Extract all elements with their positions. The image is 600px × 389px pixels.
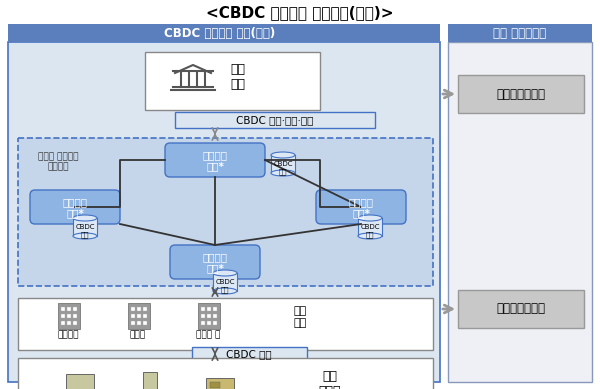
Bar bbox=[137, 321, 141, 325]
Ellipse shape bbox=[73, 233, 97, 239]
Text: CBDC
원장: CBDC 원장 bbox=[75, 224, 95, 238]
Text: 민간기관: 민간기관 bbox=[203, 252, 227, 262]
Text: 노드*: 노드* bbox=[206, 161, 224, 171]
Bar bbox=[175, 112, 375, 128]
FancyBboxPatch shape bbox=[30, 190, 120, 224]
Text: 노드*: 노드* bbox=[352, 208, 370, 218]
Bar bbox=[207, 307, 211, 311]
Bar bbox=[67, 314, 71, 318]
Bar bbox=[201, 321, 205, 325]
Bar bbox=[201, 314, 205, 318]
Bar bbox=[206, 378, 234, 389]
Text: 민간기관: 민간기관 bbox=[62, 197, 88, 207]
Ellipse shape bbox=[213, 288, 237, 294]
Text: <CBDC 실험환경 설계방안(예시)>: <CBDC 실험환경 설계방안(예시)> bbox=[206, 5, 394, 21]
Bar bbox=[61, 321, 65, 325]
Bar bbox=[207, 321, 211, 325]
Bar bbox=[358, 218, 382, 236]
Bar bbox=[213, 321, 217, 325]
Bar bbox=[145, 52, 320, 110]
Text: 노드*: 노드* bbox=[206, 263, 224, 273]
Text: 핀테크 등: 핀테크 등 bbox=[196, 331, 220, 340]
Bar bbox=[131, 321, 135, 325]
Bar bbox=[201, 307, 205, 311]
Bar bbox=[143, 314, 147, 318]
Ellipse shape bbox=[271, 152, 295, 158]
Bar bbox=[67, 307, 71, 311]
Bar bbox=[271, 155, 295, 173]
FancyBboxPatch shape bbox=[165, 143, 265, 177]
Bar bbox=[18, 138, 433, 286]
Bar bbox=[61, 314, 65, 318]
Text: 민간기관: 민간기관 bbox=[349, 197, 373, 207]
Bar bbox=[128, 303, 150, 329]
Bar bbox=[207, 314, 211, 318]
Bar bbox=[213, 273, 237, 291]
Bar bbox=[458, 290, 584, 328]
Bar bbox=[73, 307, 77, 311]
Text: 금융기관: 금융기관 bbox=[57, 331, 79, 340]
Bar bbox=[66, 374, 94, 389]
Bar bbox=[143, 307, 147, 311]
Bar bbox=[8, 24, 440, 42]
Bar bbox=[8, 42, 440, 382]
Text: 소액결제시스템: 소액결제시스템 bbox=[497, 303, 545, 315]
Bar bbox=[131, 307, 135, 311]
Bar bbox=[143, 321, 147, 325]
Text: 민간
기관: 민간 기관 bbox=[293, 306, 307, 328]
FancyBboxPatch shape bbox=[170, 245, 260, 279]
Bar bbox=[213, 314, 217, 318]
Text: 허가형 분산원장
네트워크: 허가형 분산원장 네트워크 bbox=[38, 152, 78, 172]
Ellipse shape bbox=[73, 215, 97, 221]
Ellipse shape bbox=[213, 270, 237, 276]
Bar bbox=[198, 303, 220, 329]
Bar bbox=[192, 347, 307, 362]
Bar bbox=[67, 321, 71, 325]
Bar bbox=[137, 307, 141, 311]
Bar bbox=[137, 314, 141, 318]
Ellipse shape bbox=[271, 170, 295, 176]
Bar bbox=[18, 358, 433, 389]
Bar bbox=[448, 42, 592, 382]
Bar bbox=[58, 303, 80, 329]
Text: 중앙은행: 중앙은행 bbox=[203, 150, 227, 160]
Text: CBDC 유통: CBDC 유통 bbox=[226, 349, 272, 359]
Text: 빅테크: 빅테크 bbox=[130, 331, 146, 340]
Ellipse shape bbox=[358, 233, 382, 239]
Text: CBDC
원장: CBDC 원장 bbox=[215, 279, 235, 293]
Bar bbox=[131, 314, 135, 318]
Bar bbox=[18, 298, 433, 350]
Text: 중앙
은행: 중앙 은행 bbox=[230, 63, 245, 91]
Text: 최종
이용자: 최종 이용자 bbox=[319, 370, 341, 389]
Bar bbox=[213, 307, 217, 311]
Text: 거액결제시스템: 거액결제시스템 bbox=[497, 88, 545, 100]
Bar bbox=[210, 382, 220, 388]
Bar bbox=[73, 314, 77, 318]
Text: CBDC 제조·발행·환수: CBDC 제조·발행·환수 bbox=[236, 115, 314, 125]
Bar bbox=[73, 321, 77, 325]
Bar bbox=[73, 218, 97, 236]
Bar bbox=[143, 372, 157, 389]
Bar bbox=[448, 24, 592, 42]
Bar bbox=[61, 307, 65, 311]
Text: CBDC
원장: CBDC 원장 bbox=[360, 224, 380, 238]
FancyBboxPatch shape bbox=[316, 190, 406, 224]
Bar bbox=[458, 75, 584, 113]
Text: 가상 결제시스템: 가상 결제시스템 bbox=[493, 26, 547, 40]
Text: CBDC
원장: CBDC 원장 bbox=[273, 161, 293, 175]
Ellipse shape bbox=[358, 215, 382, 221]
Text: 노드*: 노드* bbox=[66, 208, 84, 218]
Text: CBDC 모의실험 환경(예시): CBDC 모의실험 환경(예시) bbox=[164, 26, 275, 40]
